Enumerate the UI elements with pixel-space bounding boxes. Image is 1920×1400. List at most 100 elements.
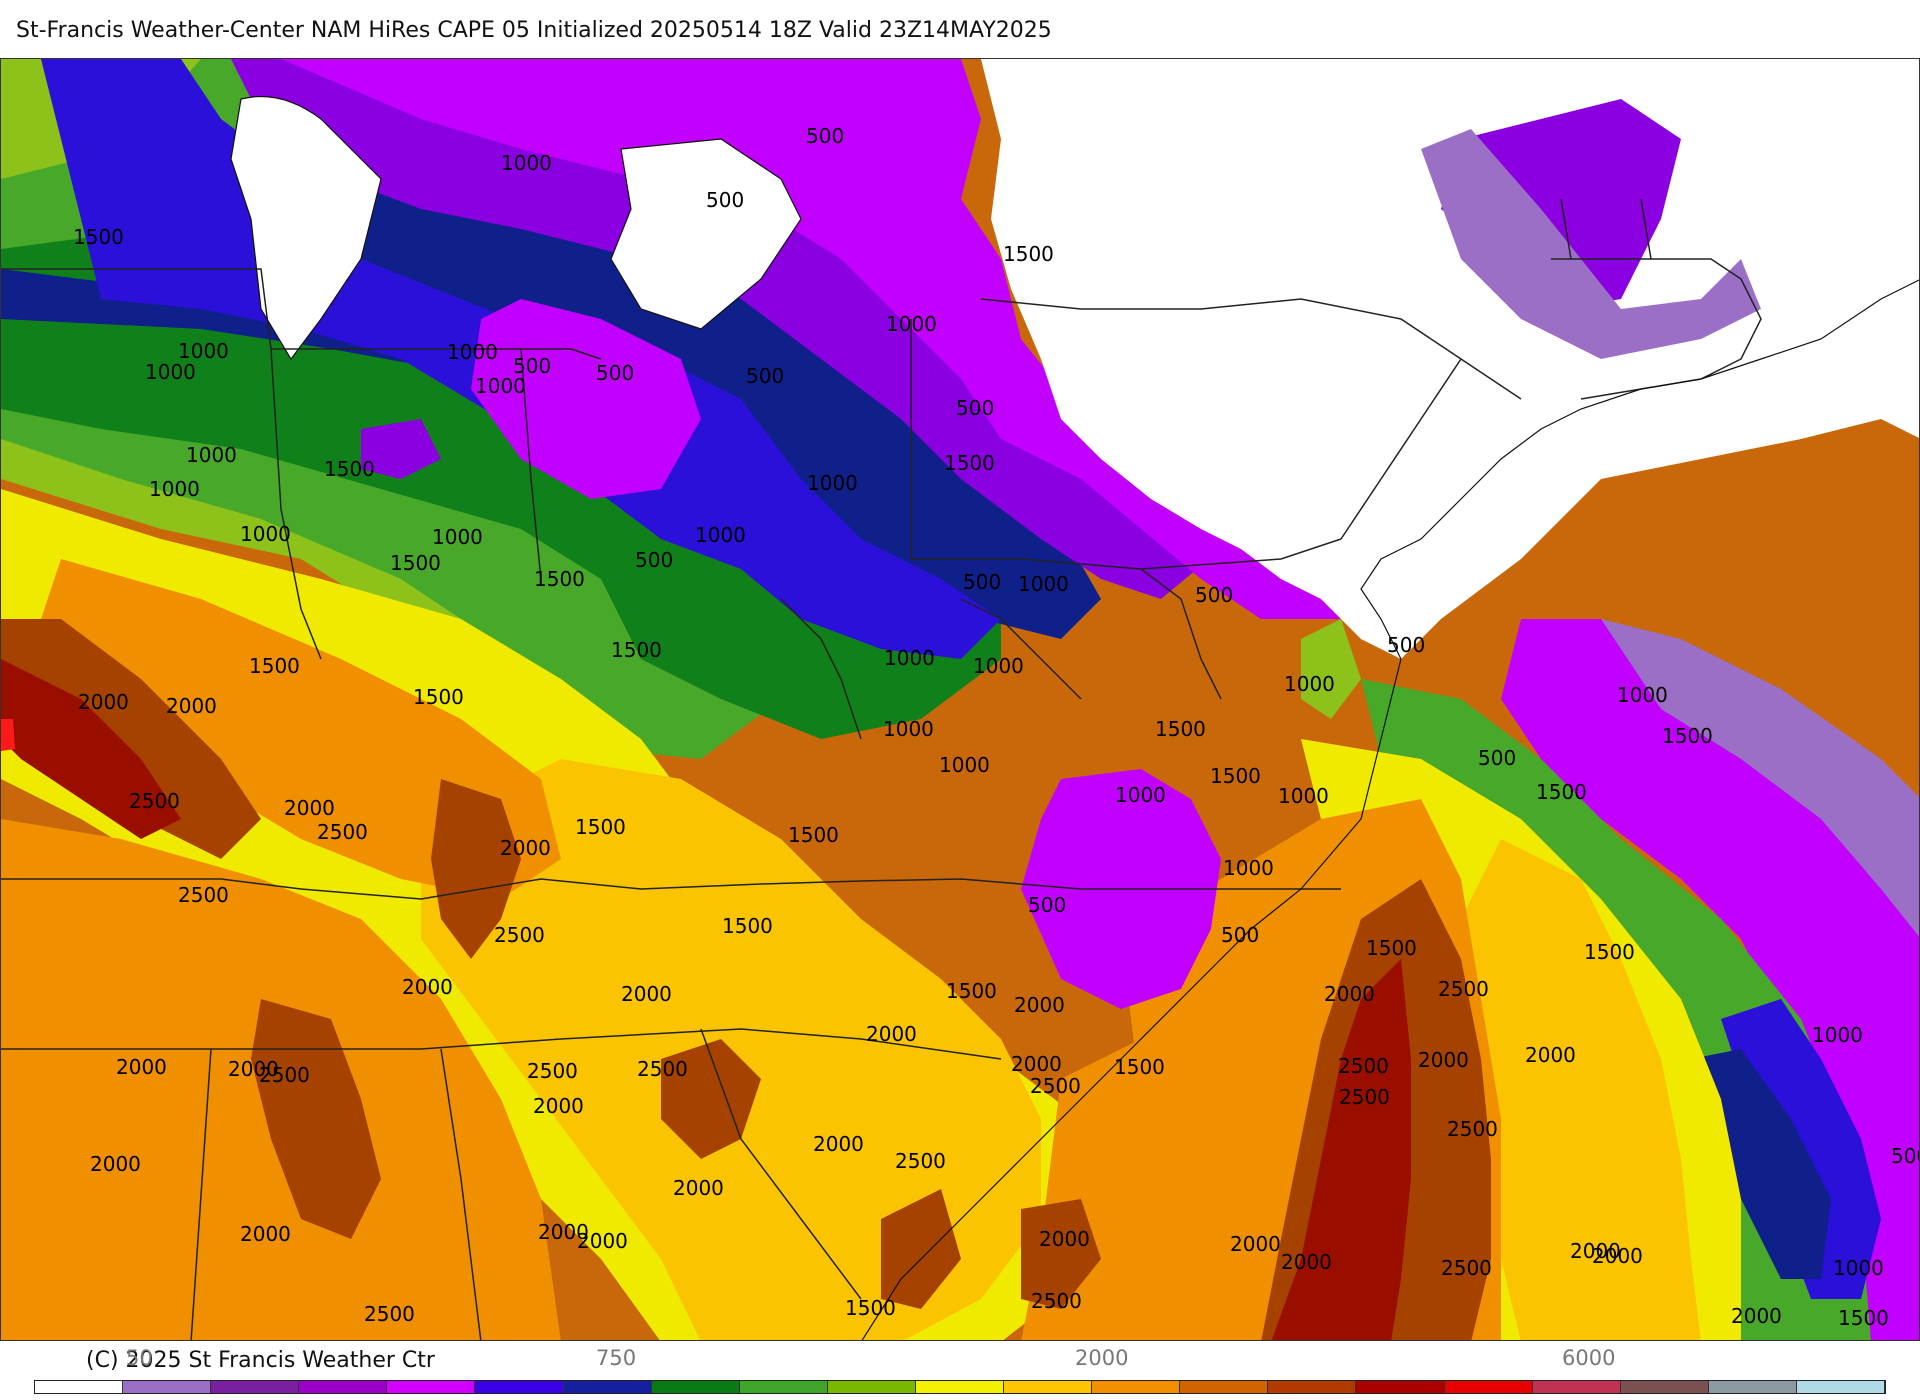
colorbar-swatch [563, 1381, 652, 1393]
contour-label: 500 [746, 364, 784, 388]
ohio-purple-cell [361, 419, 441, 479]
contour-label: 2500 [364, 1302, 415, 1326]
plains-red-spot [1, 719, 15, 751]
contour-label: 1500 [944, 451, 995, 475]
cape-map: 500 500 500 500 500 500 500 500 500 500 500 500 500 5… [0, 58, 1920, 1341]
contour-label: 1000 [178, 339, 229, 363]
contour-label: 1000 [1812, 1023, 1863, 1047]
contour-label: 1000 [1223, 856, 1274, 880]
contour-label: 1000 [884, 646, 935, 670]
contour-label: 1500 [1366, 936, 1417, 960]
contour-label: 500 [596, 361, 634, 385]
contour-label: 1500 [1584, 940, 1635, 964]
contour-label: 2500 [494, 923, 545, 947]
contour-label: 500 [1028, 893, 1066, 917]
cape-shading [1, 59, 1919, 1340]
contour-label: 1500 [575, 815, 626, 839]
contour-label: 2000 [866, 1022, 917, 1046]
atlantic-lavender-edge [1601, 619, 1919, 937]
colorbar-swatch [1532, 1381, 1621, 1393]
boundary-line [1340, 358, 1462, 540]
contour-label: 1000 [695, 523, 746, 547]
contour-label: 1000 [186, 443, 237, 467]
contour-label: 2000 [813, 1132, 864, 1156]
coast-line [610, 138, 802, 330]
contour-label: 1500 [413, 685, 464, 709]
contour-label: 2000 [402, 975, 453, 999]
contour-label: 2000 [1281, 1250, 1332, 1274]
central-orange-band [41, 559, 561, 899]
colorbar-tick-label: 2000 [1075, 1346, 1129, 1370]
contour-label: 500 [963, 570, 1001, 594]
contour-label: 2500 [637, 1057, 688, 1081]
southwest-brown-patch [251, 999, 381, 1239]
contour-label: 2000 [240, 1222, 291, 1246]
lake-huron-erie-white [611, 139, 801, 329]
contour-label: 2500 [1339, 1085, 1390, 1109]
colorbar-swatch [739, 1381, 828, 1393]
contour-label: 2500 [1447, 1117, 1498, 1141]
coastline [230, 95, 1919, 1340]
northeast-lavender-fringe [1421, 129, 1761, 359]
contour-label: 2500 [895, 1149, 946, 1173]
contour-label: 2000 [166, 694, 217, 718]
contour-label: 500 [806, 124, 844, 148]
colorbar-swatch [1092, 1381, 1181, 1393]
coast-line [1360, 279, 1919, 660]
contour-label: 1500 [1003, 242, 1054, 266]
contour-label: 2000 [673, 1176, 724, 1200]
contour-label: 2000 [1230, 1232, 1281, 1256]
contour-label: 2000 [538, 1220, 589, 1244]
contour-label: 1000 [886, 312, 937, 336]
contour-label: 1000 [145, 360, 196, 384]
state-boundaries [1, 198, 1762, 1340]
contour-label: 2000 [1011, 1052, 1062, 1076]
plains-brown-band [1, 619, 261, 859]
colorbar-swatch [1268, 1381, 1357, 1393]
contour-label: 500 [1221, 923, 1259, 947]
contour-label: 1000 [807, 471, 858, 495]
colorbar-tick-label: 50 [126, 1346, 153, 1370]
contour-label: 1500 [1838, 1306, 1889, 1330]
contour-label: 2000 [284, 796, 335, 820]
boundary-line [1560, 198, 1652, 260]
boundary-line [700, 1028, 862, 1300]
colorbar-swatch [1796, 1381, 1885, 1393]
contour-label: 500 [1387, 633, 1425, 657]
contour-label: 1500 [845, 1296, 896, 1320]
contour-label: 2500 [1338, 1054, 1389, 1078]
contour-label: 1000 [883, 717, 934, 741]
contour-label: 1000 [973, 654, 1024, 678]
contour-label: 1000 [1833, 1256, 1884, 1280]
carolina-brown-patch [661, 1039, 761, 1159]
contour-label: 2000 [1592, 1244, 1643, 1268]
contour-label: 1500 [611, 638, 662, 662]
gulfstream-dark-red-core [1271, 959, 1411, 1340]
atlantic-navy-core [1691, 1049, 1831, 1279]
contour-label: 2500 [527, 1059, 578, 1083]
contour-label: 1500 [1536, 780, 1587, 804]
contour-label: 1500 [1155, 717, 1206, 741]
colorbar-swatch [827, 1381, 916, 1393]
contour-label: 2000 [1418, 1048, 1469, 1072]
contour-label: 500 [706, 188, 744, 212]
contour-label: 2500 [1441, 1256, 1492, 1280]
colorbar-swatch [915, 1381, 1005, 1393]
cape-map-canvas: 500 500 500 500 500 500 500 500 500 500 500 500 500 5… [1, 59, 1919, 1340]
central-brown-patch [431, 779, 521, 959]
colorbar-swatch [211, 1381, 300, 1393]
contour-label: 1500 [324, 457, 375, 481]
contour-label: 1500 [390, 551, 441, 575]
plains-dark-red-core [1, 659, 181, 839]
contour-label: 500 [635, 548, 673, 572]
boundary-line [440, 1048, 482, 1340]
lake-michigan [231, 96, 381, 359]
boundary-line [1140, 568, 1222, 700]
contour-label: 2000 [228, 1057, 279, 1081]
contour-label: 2000 [621, 982, 672, 1006]
contour-label: 2500 [259, 1063, 310, 1087]
contour-label: 1000 [1115, 783, 1166, 807]
contour-label: 2500 [317, 820, 368, 844]
contour-label: 1500 [1210, 764, 1261, 788]
boundary-line [270, 348, 322, 660]
